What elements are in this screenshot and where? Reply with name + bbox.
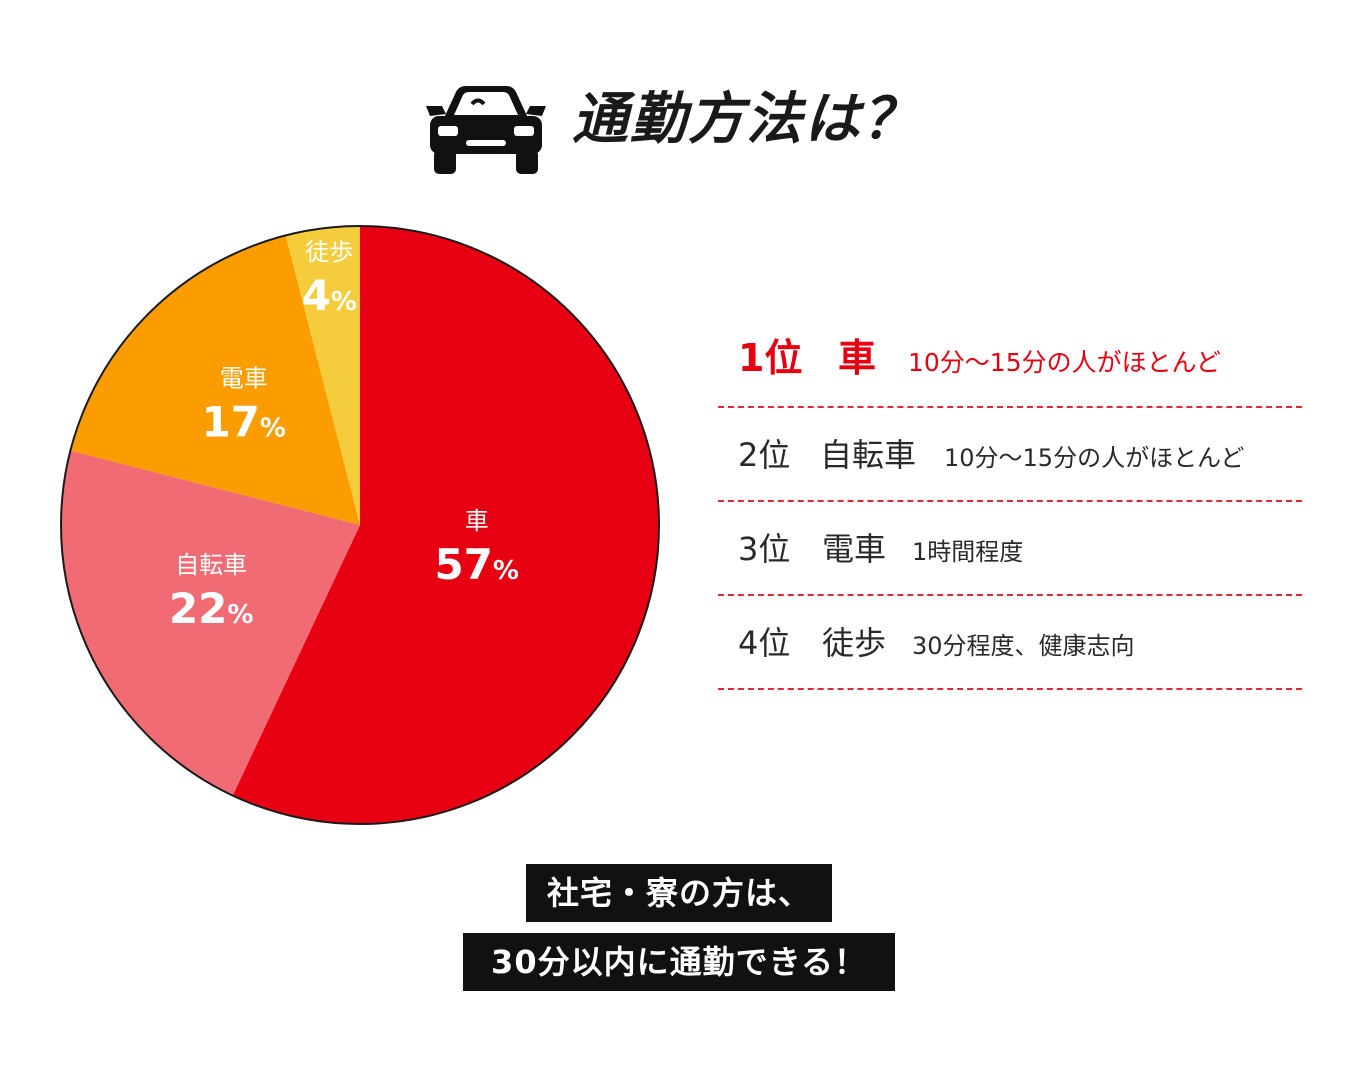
pie-chart: 車 57% 自転車 22% 電車 17% 徒歩 4% (60, 225, 660, 825)
ranking-rank: 3位 (738, 530, 791, 568)
slice-value-label: 17% (201, 398, 286, 447)
slice-value-label: 57% (434, 540, 519, 589)
ranking-rank: 4位 (738, 624, 791, 662)
slice-name-label: 車 (465, 507, 489, 535)
car-icon (426, 86, 546, 174)
ranking-rank: 2位 (738, 436, 791, 474)
slice-name-label: 自転車 (175, 551, 247, 579)
ranking-row-1: 1位 車 10分～15分の人がほとんど (718, 310, 1302, 408)
slice-value-label: 22% (169, 584, 254, 633)
ranking-row-3: 3位 電車 1時間程度 (718, 502, 1302, 596)
ranking-name: 車 (838, 336, 877, 380)
ranking-note: 1時間程度 (912, 538, 1024, 566)
ranking-row-2: 2位 自転車 10分～15分の人がほとんど (718, 408, 1302, 502)
page-title: 通勤方法は？ (572, 87, 920, 152)
banner-line-1: 社宅・寮の方は、 (526, 864, 832, 922)
slice-value-label: 4% (302, 271, 357, 320)
pie-slice (232, 226, 659, 824)
slice-name-label: 電車 (220, 365, 268, 393)
ranking-name: 徒歩 (822, 624, 887, 662)
pie-slice (70, 235, 361, 526)
header: 通勤方法は？ (0, 70, 1360, 180)
ranking-name: 電車 (822, 530, 887, 568)
pie-slice (285, 226, 360, 525)
ranking-rank: 1位 (738, 336, 803, 380)
ranking-list: 1位 車 10分～15分の人がほとんど 2位 自転車 10分～15分の人がほとん… (718, 310, 1302, 690)
ranking-note: 10分～15分の人がほとんど (944, 444, 1245, 472)
pie-slice (61, 450, 360, 796)
slice-name-label: 徒歩 (305, 238, 353, 266)
ranking-note: 10分～15分の人がほとんど (908, 348, 1221, 377)
ranking-name: 自転車 (820, 436, 917, 474)
ranking-note: 30分程度、健康志向 (912, 632, 1135, 660)
pie-outline (60, 225, 660, 825)
ranking-row-4: 4位 徒歩 30分程度、健康志向 (718, 596, 1302, 690)
banner-line-2: 30分以内に通勤できる！ (463, 933, 895, 991)
